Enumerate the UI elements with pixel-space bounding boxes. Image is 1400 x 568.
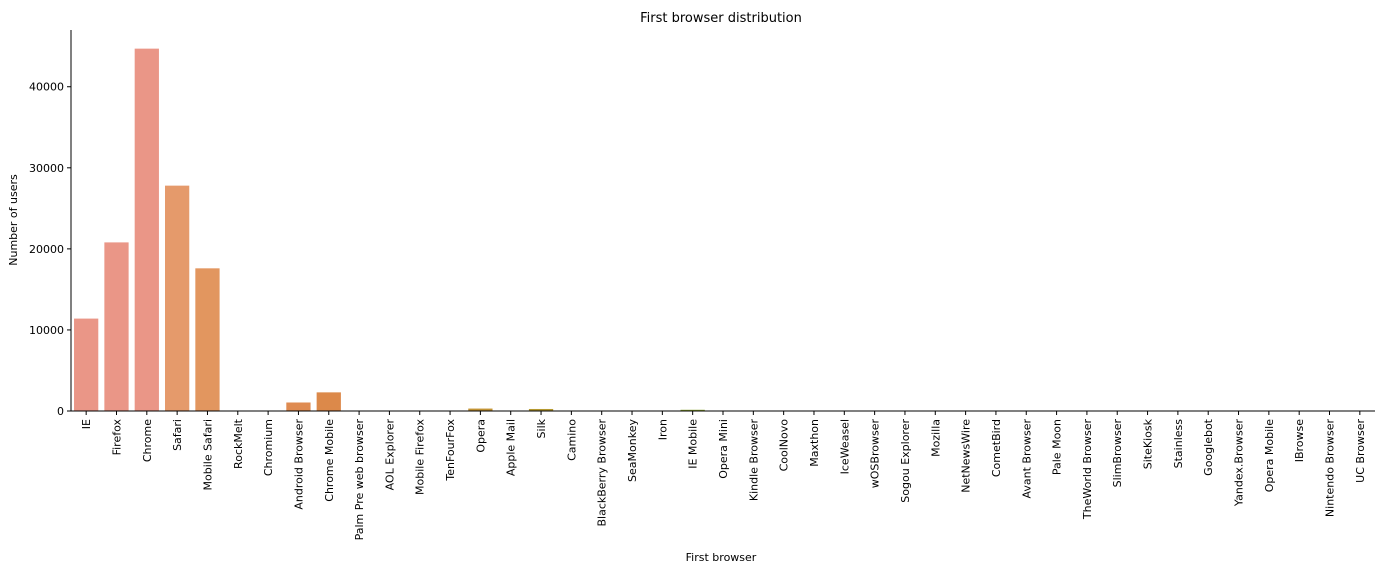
x-tick-label: Android Browser	[292, 419, 305, 510]
x-tick-label: Mobile Safari	[201, 419, 214, 491]
x-tick-label: UC Browser	[1354, 419, 1367, 483]
y-axis-label: Number of users	[7, 174, 20, 266]
y-tick-label: 40000	[29, 81, 64, 94]
y-tick-label: 20000	[29, 243, 64, 256]
x-tick-label: SeaMonkey	[626, 419, 639, 482]
chart-title: First browser distribution	[640, 11, 802, 26]
x-tick-label: BlackBerry Browser	[596, 419, 609, 527]
bar-android-browser	[286, 402, 311, 411]
x-tick-label: Firefox	[110, 419, 123, 456]
x-tick-label: Chrome Mobile	[323, 419, 336, 502]
x-tick-label: IceWeasel	[838, 419, 851, 474]
x-tick-label: IBrowse	[1293, 419, 1306, 463]
y-tick-label: 0	[57, 405, 64, 418]
x-tick-label: Iron	[656, 419, 669, 440]
x-tick-label: wOSBrowser	[869, 419, 882, 489]
x-tick-label: IE	[80, 419, 93, 429]
x-tick-label: Avant Browser	[1020, 419, 1033, 499]
bar-chrome	[134, 48, 159, 411]
bar-ie-mobile	[680, 409, 705, 411]
x-tick-label: AOL Explorer	[383, 419, 396, 491]
bar-chrome-mobile	[316, 392, 341, 411]
x-tick-label: Opera Mobile	[1263, 419, 1276, 492]
x-tick-label: Chrome	[141, 419, 154, 462]
y-tick-label: 10000	[29, 324, 64, 337]
bar-silk	[528, 408, 554, 411]
x-tick-label: Nintendo Browser	[1324, 419, 1337, 518]
x-tick-label: Opera	[474, 419, 487, 453]
bar-ie	[74, 318, 99, 411]
x-tick-label: Sogou Explorer	[899, 419, 912, 503]
x-tick-label: CoolNovo	[778, 419, 791, 472]
x-tick-label: Mozilla	[929, 419, 942, 457]
x-tick-label: Opera Mini	[717, 419, 730, 479]
x-tick-label: Maxthon	[808, 419, 821, 467]
x-tick-label: Safari	[171, 419, 184, 451]
x-tick-label: Chromium	[262, 419, 275, 476]
y-ticks-group: 0 10000 20000 30000 40000	[29, 81, 71, 418]
x-tick-label: Kindle Browser	[747, 419, 760, 502]
x-tick-label: RockMelt	[232, 418, 245, 469]
x-tick-label: CometBird	[990, 419, 1003, 477]
x-tick-label: Apple Mail	[505, 419, 518, 476]
x-tick-label: Camino	[565, 419, 578, 461]
x-tick-label: Palm Pre web browser	[353, 419, 366, 541]
y-tick-label: 30000	[29, 162, 64, 175]
bar-safari	[165, 185, 190, 411]
bar-firefox	[104, 242, 129, 411]
bar-opera	[468, 408, 493, 411]
x-tick-label: Googlebot	[1202, 418, 1215, 476]
x-tick-label: SiteKiosk	[1142, 418, 1155, 469]
x-tick-label: NetNewsWire	[960, 419, 973, 493]
x-tick-label: Pale Moon	[1051, 419, 1064, 475]
x-tick-label: Silk	[535, 418, 548, 438]
x-tick-label: Stainless	[1172, 419, 1185, 469]
x-tick-label: Mobile Firefox	[414, 419, 427, 495]
bars-group	[74, 48, 1372, 411]
x-tick-label: SlimBrowser	[1111, 419, 1124, 488]
x-tick-label: IE Mobile	[687, 419, 700, 469]
x-axis-label: First browser	[686, 551, 757, 564]
x-tick-label: TheWorld Browser	[1081, 419, 1094, 521]
x-ticks-group: IE Firefox Chrome Safari Mobile Safari RockMe…	[80, 411, 1367, 540]
x-tick-label: TenFourFox	[444, 419, 457, 482]
bar-mobile-safari	[195, 268, 220, 411]
x-tick-label: Yandex.Browser	[1233, 419, 1246, 508]
